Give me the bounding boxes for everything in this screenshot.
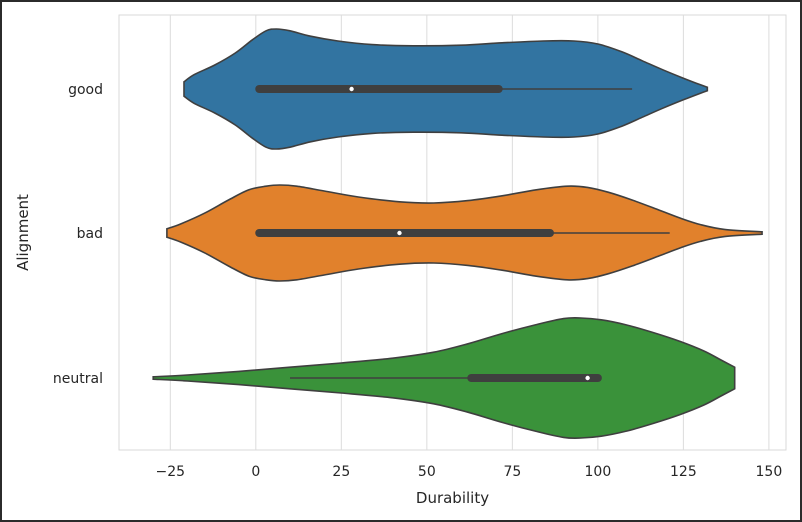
x-tick-label: 125 (670, 464, 697, 480)
x-tick-label: 0 (251, 464, 260, 480)
x-tick-label: 25 (332, 464, 350, 480)
violin-bad (166, 184, 763, 282)
median-point-good (349, 86, 354, 92)
x-tick-label: 150 (756, 464, 783, 480)
x-tick-labels: −25 0 25 50 75 100 125 150 (156, 464, 783, 480)
x-tick-label: −25 (156, 464, 186, 480)
x-axis-label: Durability (416, 489, 489, 507)
median-point-bad (397, 230, 402, 236)
y-tick-label-good: good (68, 82, 103, 98)
violins (152, 28, 763, 439)
y-tick-label-bad: bad (77, 226, 103, 242)
x-tick-label: 75 (503, 464, 521, 480)
x-tick-label: 100 (585, 464, 612, 480)
y-axis-label: Alignment (14, 194, 32, 271)
x-tick-label: 50 (418, 464, 436, 480)
violin-neutral (152, 317, 736, 439)
violin-good (183, 28, 709, 150)
y-tick-label-neutral: neutral (53, 371, 103, 387)
y-tick-labels: good bad neutral (53, 82, 103, 387)
median-point-neutral (585, 375, 590, 381)
